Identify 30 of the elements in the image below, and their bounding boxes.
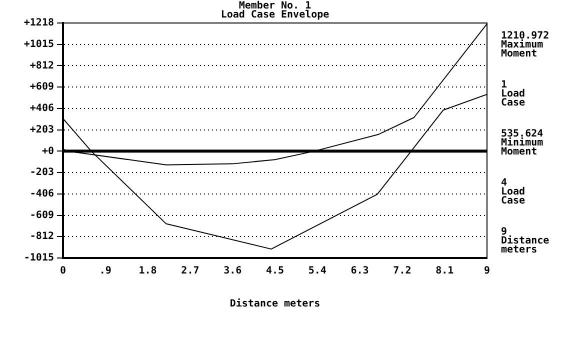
x-tick-label: 5.4 xyxy=(308,266,326,277)
chart-title: Member No. 1 Load Case Envelope xyxy=(220,0,330,21)
x-axis-title: Distance meters xyxy=(230,298,320,310)
y-tick-label: +1218 xyxy=(24,18,54,29)
x-tick-label: 7.2 xyxy=(393,266,412,277)
x-tick-label: 8.1 xyxy=(436,266,454,277)
text: 1210.972 Maximum Moment xyxy=(501,30,550,60)
y-tick-label: -812 xyxy=(30,231,54,242)
y-tick-label: +406 xyxy=(30,103,54,114)
y-tick-label: -406 xyxy=(30,188,54,200)
x-tick-label: 1.8 xyxy=(138,266,157,277)
y-tick-label: +1015 xyxy=(24,38,54,50)
y-tick-label: -203 xyxy=(30,167,54,178)
x-tick-label: 6.3 xyxy=(350,266,369,277)
x-tick-label: 0 xyxy=(60,266,66,277)
x-tick-label: 9 xyxy=(484,266,490,277)
y-tick-label: -1015 xyxy=(24,252,54,264)
x-tick-label: 3.6 xyxy=(224,266,242,277)
text: 1 Load Case xyxy=(501,80,526,109)
y-tick-label: +0 xyxy=(42,146,54,157)
x-tick-label: .9 xyxy=(99,266,112,277)
text: 4 Load Case xyxy=(501,178,526,207)
text: 9 Distance meters xyxy=(501,226,550,256)
y-tick-label: +812 xyxy=(30,60,54,72)
x-tick-label: 2.7 xyxy=(181,266,200,277)
y-tick-label: +609 xyxy=(30,82,54,93)
y-tick-label: -609 xyxy=(30,210,54,221)
y-tick-label: +203 xyxy=(30,124,54,136)
x-tick-label: 4.5 xyxy=(266,266,284,277)
text: 535.624 Minimum Moment xyxy=(501,128,544,158)
